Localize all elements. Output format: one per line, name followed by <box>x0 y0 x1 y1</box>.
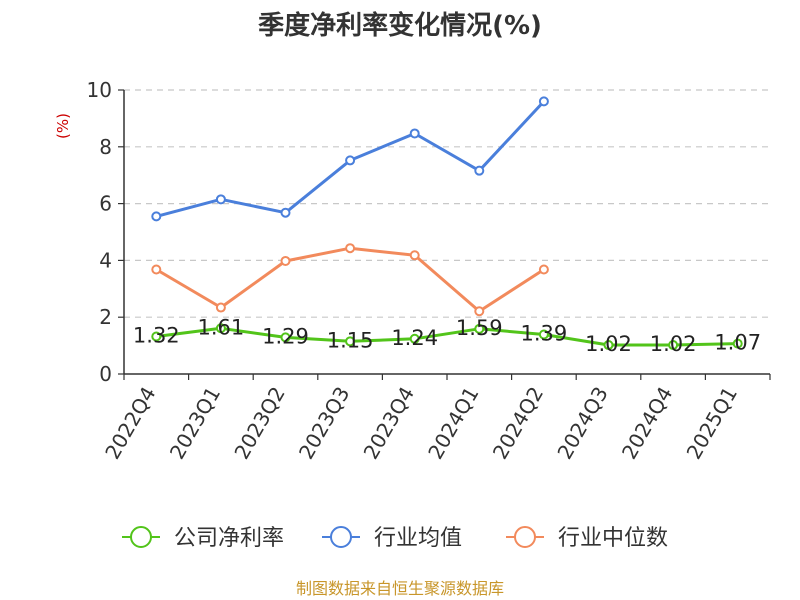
x-tick-label: 2023Q1 <box>165 383 225 464</box>
data-point <box>538 96 549 107</box>
data-point <box>474 323 485 334</box>
legend-label: 公司净利率 <box>174 526 284 551</box>
x-tick-label: 2022Q4 <box>100 383 160 464</box>
data-point <box>151 264 162 275</box>
data-point <box>280 255 291 266</box>
data-point <box>345 155 356 166</box>
legend-label: 行业均值 <box>374 526 462 551</box>
data-label: 1.32 <box>133 324 180 348</box>
data-labels: 1.32 1.61 1.29 1.15 1.24 1.59 1.39 1.02 1.02 1.07 <box>133 315 761 356</box>
data-point <box>732 338 743 349</box>
legend: 公司净利率 行业均值 行业中位数 <box>122 526 668 551</box>
y-axis-label: (%) <box>54 113 72 139</box>
x-tick-label: 2024Q4 <box>617 383 677 464</box>
y-tick-label: 2 <box>99 305 112 329</box>
y-tick-label: 10 <box>87 78 112 102</box>
data-label: 1.07 <box>714 331 761 355</box>
data-point <box>215 194 226 205</box>
data-point <box>215 323 226 334</box>
series-line <box>156 326 738 347</box>
data-label: 1.61 <box>198 315 245 339</box>
legend-marker <box>330 526 352 548</box>
legend-marker <box>514 526 536 548</box>
data-point <box>345 336 356 347</box>
data-label: 1.24 <box>391 326 438 350</box>
data-point <box>280 332 291 343</box>
y-tick-label: 8 <box>99 135 112 159</box>
legend-label: 行业中位数 <box>558 526 668 551</box>
data-point <box>345 243 356 254</box>
data-point <box>215 302 226 313</box>
data-point <box>474 306 485 317</box>
data-point <box>409 128 420 139</box>
data-point <box>409 333 420 344</box>
x-tick-label: 2024Q1 <box>423 383 483 464</box>
data-point <box>280 207 291 218</box>
x-tick-label: 2024Q3 <box>552 383 612 464</box>
data-point <box>668 340 679 351</box>
y-tick-label: 4 <box>99 248 112 272</box>
x-tick-label: 2024Q2 <box>488 383 548 464</box>
source-footer: 制图数据来自恒生聚源数据库 <box>296 579 504 598</box>
grid <box>124 89 770 318</box>
chart-title: 季度净利率变化情况(%) <box>258 10 542 41</box>
data-point <box>151 331 162 342</box>
data-label: 1.29 <box>262 324 309 348</box>
data-point <box>603 340 614 351</box>
x-tick-label: 2023Q3 <box>294 383 354 464</box>
data-label: 1.15 <box>327 328 374 352</box>
series-line <box>155 246 545 313</box>
y-tick-label: 0 <box>99 362 112 386</box>
data-point <box>151 211 162 222</box>
data-label: 1.02 <box>585 332 632 356</box>
legend-marker <box>130 526 152 548</box>
x-tick-label: 2023Q2 <box>229 383 289 464</box>
x-tick-label: 2025Q1 <box>682 383 742 464</box>
data-label: 1.59 <box>456 316 503 340</box>
x-tick-label: 2023Q4 <box>359 383 419 464</box>
y-tick-label: 6 <box>99 192 112 216</box>
data-label: 1.39 <box>521 322 568 346</box>
data-point <box>409 250 420 261</box>
data-point <box>538 329 549 340</box>
data-label: 1.02 <box>650 332 697 356</box>
series-layer <box>151 96 743 351</box>
data-point <box>474 165 485 176</box>
data-point <box>538 264 549 275</box>
